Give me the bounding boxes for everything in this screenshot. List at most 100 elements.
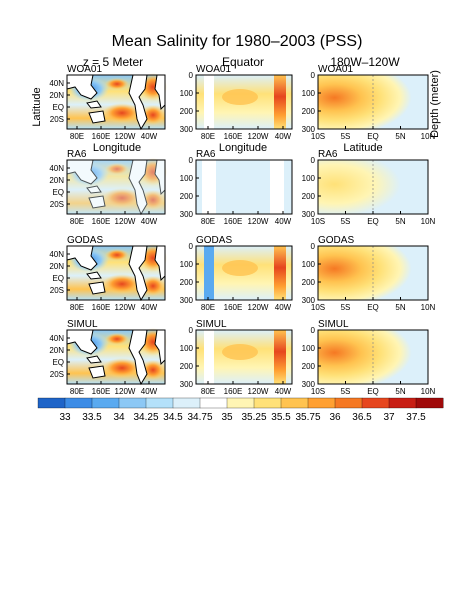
map-x-tick-label: 160E <box>92 132 111 141</box>
colorbar-level-label: 35 <box>221 412 233 423</box>
mer-ylabel: Depth (meter) <box>429 70 441 138</box>
colorbar-swatch <box>361 397 390 409</box>
equator-y-tick-label: 100 <box>180 174 194 183</box>
equator-panel: 0 100 200 300 80E 160E 120W 40W <box>180 326 293 396</box>
row-label-equator: WOA01 <box>196 64 231 75</box>
equator-x-tick-label: 160E <box>224 387 243 396</box>
meridional-x-tick-label: 5S <box>341 217 351 226</box>
colorbar-level-label: 36 <box>329 412 341 423</box>
meridional-x-tick-label: 5S <box>341 303 351 312</box>
map-land-asia <box>66 245 98 271</box>
meridional-x-tick-label: 10N <box>421 303 436 312</box>
map-salty-south-pacific <box>102 103 142 123</box>
colorbar-level-label: 33.5 <box>82 412 102 423</box>
equator-y-tick-label: 300 <box>180 380 194 389</box>
row-label-map: GODAS <box>67 235 103 246</box>
map-land-americas <box>128 245 148 302</box>
colorbar-level-label: 35.25 <box>241 412 266 423</box>
map-y-tick-label: EQ <box>52 358 64 367</box>
colorbar: 33 33.5 34 34.25 34.5 34.75 35 35.25 35.5 35.75 36… <box>37 397 444 423</box>
equator-y-tick-label: 0 <box>189 242 194 251</box>
meridional-y-tick-label: 200 <box>302 192 316 201</box>
map-salty-south-atlantic <box>141 105 165 125</box>
equator-panel: 0 100 200 300 80E 160E 120W 40W <box>180 242 293 312</box>
row-label-equator: SIMUL <box>196 319 227 330</box>
map-x-tick-label: 40W <box>141 217 158 226</box>
meridional-x-tick-label: 10N <box>421 132 436 141</box>
map-x-tick-label: 40W <box>141 132 158 141</box>
map-x-tick-label: 80E <box>70 387 84 396</box>
equator-x-tick-label: 40W <box>275 217 292 226</box>
map-land-americas <box>128 159 148 216</box>
meridional-x-tick-label: 10S <box>311 217 325 226</box>
equator-x-tick-label: 120W <box>248 387 269 396</box>
map-frame <box>66 245 166 301</box>
meridional-x-tick-label: 5N <box>395 303 405 312</box>
equator-pacific-core <box>222 344 258 360</box>
row-label-meridional: RA6 <box>318 149 338 160</box>
equator-atlantic-core <box>274 330 286 384</box>
map-y-tick-label: 20S <box>50 200 64 209</box>
map-salty-north-pacific <box>105 333 129 345</box>
equator-atlantic-core <box>274 75 286 129</box>
meridional-y-tick-label: 200 <box>302 362 316 371</box>
map-land-asia <box>66 329 98 355</box>
equator-x-tick-label: 40W <box>275 303 292 312</box>
map-y-tick-label: 20N <box>49 91 64 100</box>
map-y-tick-label: 20S <box>50 370 64 379</box>
row-label-meridional: SIMUL <box>318 319 349 330</box>
map-x-tick-label: 120W <box>115 387 136 396</box>
panel-row-simul: 40N 20N EQ 20S 80E 160E 120W 40W 0 100 200 300 80E 16… <box>49 319 435 396</box>
colorbar-swatch <box>91 397 120 409</box>
map-salty-south-atlantic <box>141 360 165 380</box>
meridional-y-tick-label: 100 <box>302 174 316 183</box>
equator-gap-indian <box>202 160 216 214</box>
map-x-tick-label: 80E <box>70 217 84 226</box>
equator-y-tick-label: 0 <box>189 156 194 165</box>
equator-x-tick-label: 120W <box>248 132 269 141</box>
panel-grid: 40N 20N EQ 20S 80E 160E 120W 40W 0 100 200 300 80E 16… <box>49 64 435 396</box>
colorbar-swatch <box>226 397 255 409</box>
colorbar-level-label: 36.5 <box>352 412 372 423</box>
map-land-indonesia <box>86 355 102 364</box>
meridional-y-tick-label: 0 <box>311 326 316 335</box>
equator-x-tick-label: 40W <box>275 132 292 141</box>
map-x-tick-label: 120W <box>115 303 136 312</box>
map-land-australia <box>88 195 106 209</box>
colorbar-swatch <box>253 397 282 409</box>
map-y-tick-label: 20N <box>49 346 64 355</box>
meridional-x-tick-label: 10N <box>421 387 436 396</box>
colorbar-swatch <box>280 397 309 409</box>
equator-x-tick-label: 80E <box>201 132 215 141</box>
map-panel: 40N 20N EQ 20S 80E 160E 120W 40W <box>49 244 167 312</box>
meridional-y-tick-label: 100 <box>302 89 316 98</box>
meridional-x-tick-label: 10S <box>311 303 325 312</box>
equator-indonesian-band <box>204 246 214 300</box>
map-xlabel: Longitude <box>93 142 141 154</box>
column-title-surface: z = 5 Meter <box>83 55 143 69</box>
equator-pacific-core <box>222 260 258 276</box>
map-panel: 40N 20N EQ 20S 80E 160E 120W 40W <box>49 158 167 226</box>
equator-x-tick-label: 80E <box>201 387 215 396</box>
map-panel: 40N 20N EQ 20S 80E 160E 120W 40W <box>49 73 167 141</box>
meridional-y-tick-label: 300 <box>302 210 316 219</box>
meridional-y-tick-label: 300 <box>302 125 316 134</box>
map-y-tick-label: 40N <box>49 164 64 173</box>
column-title-meridional: 180W–120W <box>330 55 400 69</box>
meridional-x-tick-label: 10S <box>311 132 325 141</box>
colorbar-level-label: 34.75 <box>187 412 212 423</box>
row-label-meridional: GODAS <box>318 235 354 246</box>
map-salty-south-pacific <box>102 188 142 208</box>
map-x-tick-label: 120W <box>115 132 136 141</box>
equator-x-tick-label: 80E <box>201 217 215 226</box>
meridional-x-tick-label: 5N <box>395 132 405 141</box>
panel-row-ra6: 40N 20N EQ 20S 80E 160E 120W 40W 0 100 200 300 80E 16… <box>49 149 435 226</box>
column-title-equator: Equator <box>222 55 264 69</box>
equator-frame <box>195 159 293 215</box>
equator-y-tick-label: 200 <box>180 278 194 287</box>
map-land-indonesia <box>86 100 102 109</box>
equator-y-tick-label: 100 <box>180 344 194 353</box>
